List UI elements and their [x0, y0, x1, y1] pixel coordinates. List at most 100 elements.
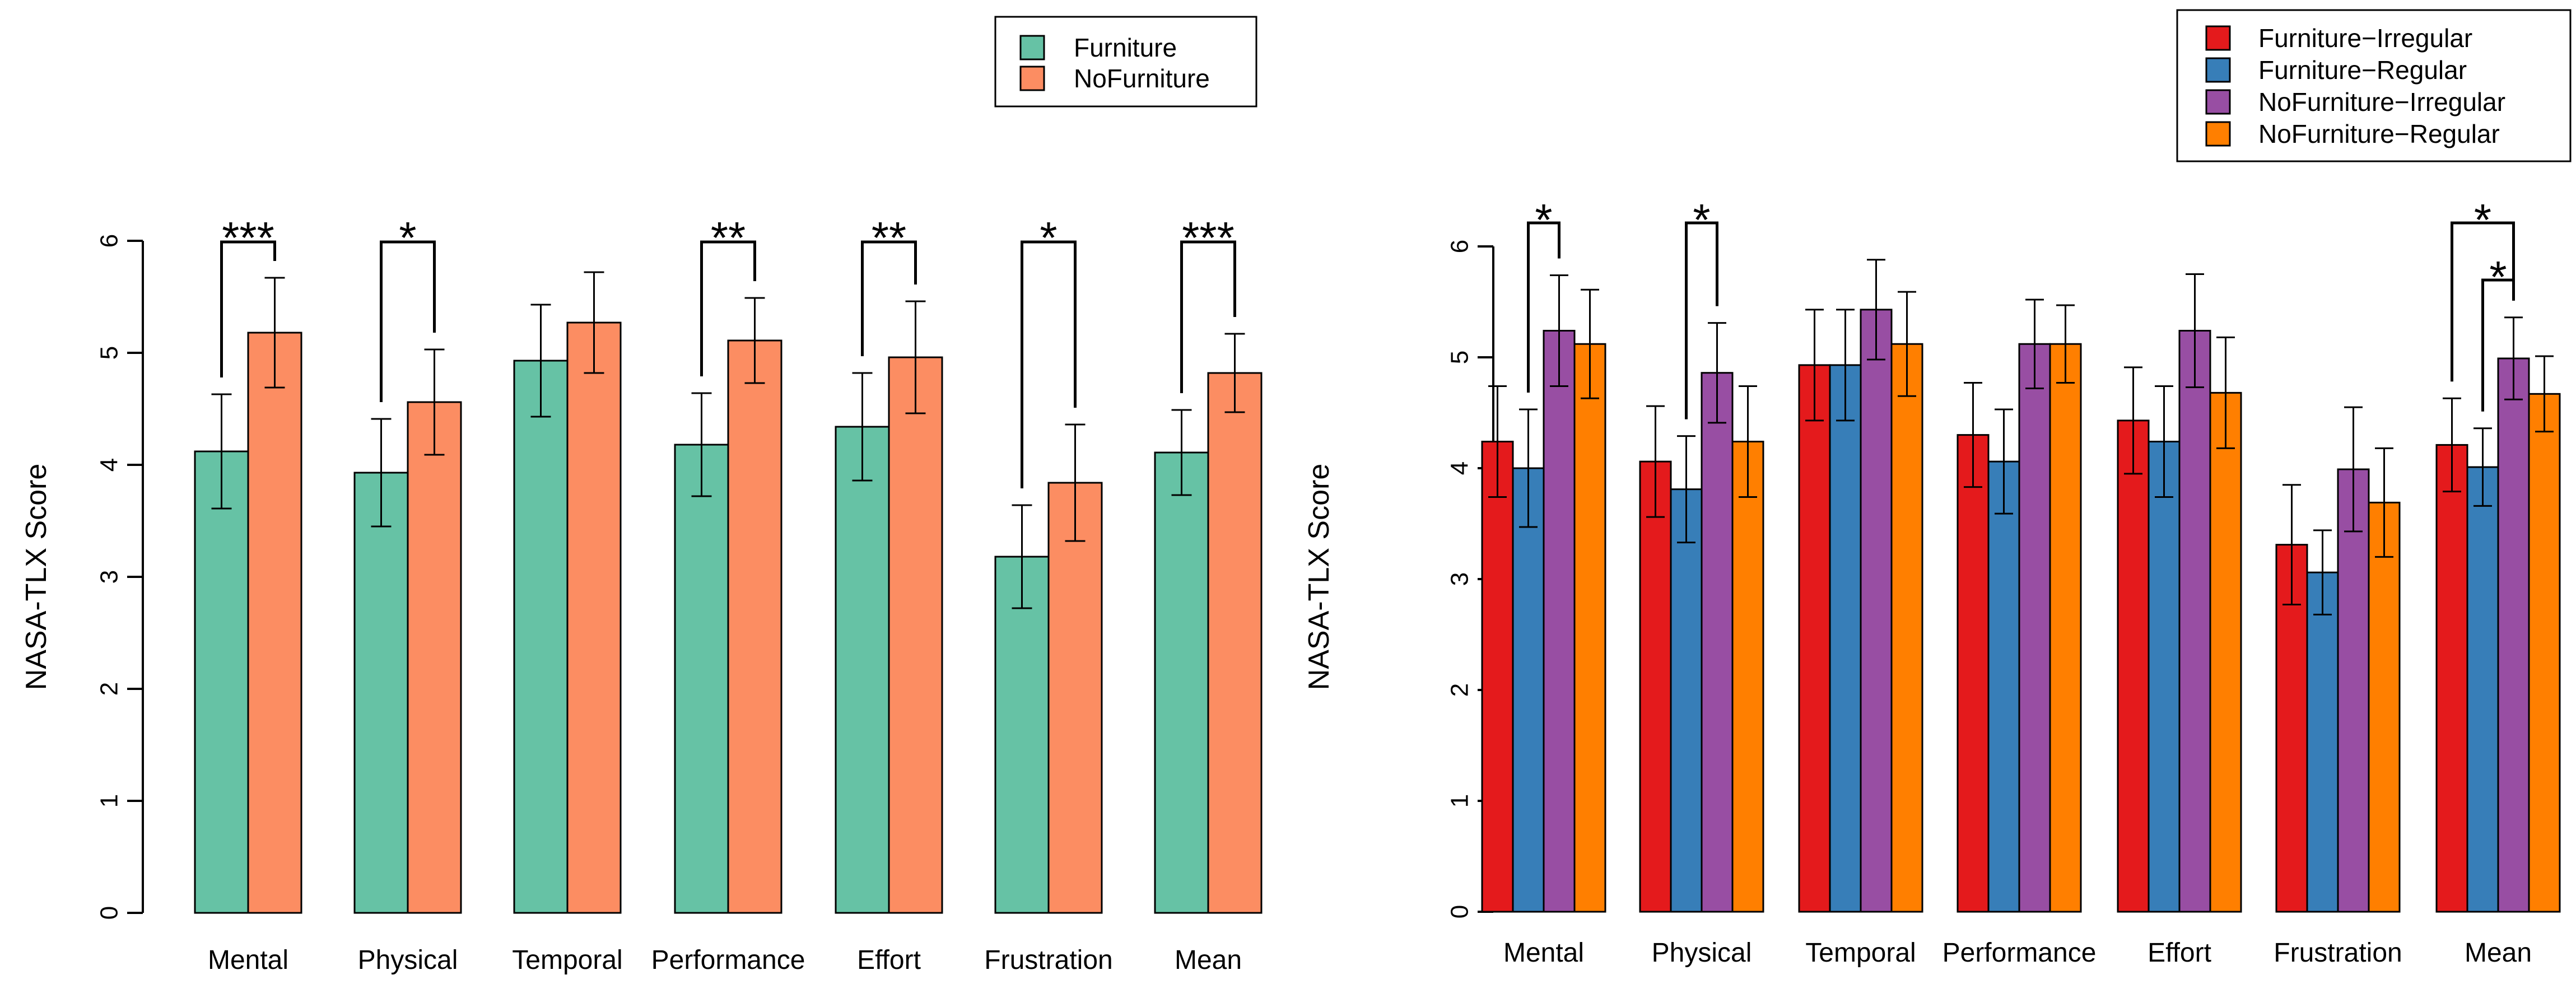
bracket-line [2451, 221, 2515, 382]
bar-group-mean: Mean [1154, 333, 1263, 975]
bar-group-performance: Performance [1943, 299, 2097, 968]
bracket-line [1021, 240, 1077, 488]
bar [1154, 451, 1209, 914]
chart-panel-2: 0 1 2 3 4 5 6 NASA-TLX Score Mental Physical Tempo… [1303, 9, 2572, 968]
legend-label: Furniture [1074, 33, 1177, 62]
significance-label: * [1040, 213, 1057, 263]
y-tick-label: 6 [1446, 240, 1474, 253]
bar-group-mental: Mental [194, 277, 302, 975]
bar [1957, 434, 1990, 913]
significance-bracket: *** [220, 213, 276, 377]
bar [1639, 460, 1672, 913]
category-label: Performance [651, 945, 805, 975]
bar [194, 450, 249, 914]
category-label: Temporal [1805, 938, 1916, 968]
significance-label: *** [222, 213, 274, 263]
significance-bracket: *** [1180, 213, 1236, 393]
bar-group-frustration: Frustration [984, 423, 1113, 975]
y-axis-title: NASA-TLX Score [1303, 464, 1335, 691]
bracket-line [220, 240, 276, 377]
bar [247, 332, 302, 914]
bar-group-physical: Physical [1639, 322, 1764, 968]
bar [1987, 460, 2020, 913]
y-tick-label: 4 [96, 458, 123, 472]
bracket-line [861, 240, 917, 356]
y-tick-label: 2 [1446, 683, 1474, 697]
bar [2148, 440, 2181, 913]
bar [1860, 309, 1893, 913]
y-tick-label: 6 [96, 234, 123, 248]
bar [1731, 440, 1764, 913]
y-tick-label: 1 [96, 794, 123, 808]
significance-bracket: * [1685, 195, 1718, 419]
y-axis-title: NASA-TLX Score [20, 464, 53, 691]
category-label: Physical [358, 945, 458, 975]
legend-swatch [1019, 66, 1045, 91]
bar [2209, 391, 2242, 913]
y-tick-label: 3 [96, 570, 123, 584]
chart-panel-1: 0 1 2 3 4 5 6 NASA-TLX Score Mental Physical Tempo… [20, 16, 1263, 975]
legend-swatch [2205, 121, 2231, 147]
legend-label: Furniture−Irregular [2258, 24, 2472, 53]
y-tick-label: 4 [1446, 461, 1474, 475]
significance-bracket: * [380, 213, 436, 402]
significance-bracket: * [1527, 195, 1560, 393]
legend-swatch [2205, 57, 2231, 83]
significance-label: * [1535, 195, 1552, 245]
bar [2337, 468, 2370, 913]
category-label: Frustration [984, 945, 1112, 975]
bracket-line [700, 240, 756, 376]
bar [1573, 343, 1606, 913]
bar-group-effort: Effort [2117, 273, 2242, 968]
significance-label: * [2489, 252, 2507, 302]
y-axis: 0 1 2 3 4 5 6 NASA-TLX Score [1303, 240, 1494, 918]
bar-group-temporal: Temporal [512, 271, 623, 975]
bar [1047, 482, 1103, 914]
bar [674, 444, 729, 914]
legend-label: Furniture−Regular [2258, 55, 2467, 85]
significance-bracket: * [1021, 213, 1077, 488]
legend-box [994, 16, 1257, 108]
bar [2178, 329, 2211, 913]
bracket-line [1180, 240, 1236, 393]
bar [2435, 444, 2468, 913]
bar [1207, 372, 1263, 914]
bar [2275, 544, 2308, 913]
bar-group-performance: Performance [651, 297, 805, 975]
legend-label: NoFurniture [1074, 64, 1210, 93]
bracket-line [2481, 278, 2515, 412]
bar [2049, 343, 2082, 913]
significance-bracket: ** [700, 213, 756, 376]
category-label: Physical [1652, 938, 1752, 968]
bar [1481, 440, 1514, 913]
legend-swatch [2205, 25, 2231, 51]
significance-label: * [399, 213, 416, 263]
bar [2466, 466, 2499, 913]
bar [994, 556, 1050, 914]
bar [1512, 467, 1545, 913]
significance-label: *** [1182, 213, 1234, 263]
legend-label: NoFurniture−Irregular [2258, 87, 2505, 116]
category-label: Mental [1503, 938, 1584, 968]
significance-label: ** [711, 213, 746, 263]
category-label: Mental [208, 945, 288, 975]
category-label: Mean [1175, 945, 1242, 975]
y-tick-label: 0 [96, 906, 123, 920]
bar [353, 472, 409, 914]
bar [1890, 343, 1923, 913]
bar [727, 339, 782, 914]
y-tick-label: 2 [96, 682, 123, 696]
y-tick-label: 3 [1446, 572, 1474, 586]
bar [2306, 571, 2339, 913]
bar [1798, 364, 1831, 913]
bracket-line [1685, 221, 1718, 419]
y-tick-label: 0 [1446, 905, 1474, 918]
bar-group-mean: Mean [2435, 316, 2561, 968]
significance-bracket: ** [861, 213, 917, 356]
category-label: Performance [1943, 938, 2097, 968]
category-label: Temporal [512, 945, 622, 975]
bar [1670, 488, 1703, 913]
bar-group-mental: Mental [1481, 274, 1606, 968]
